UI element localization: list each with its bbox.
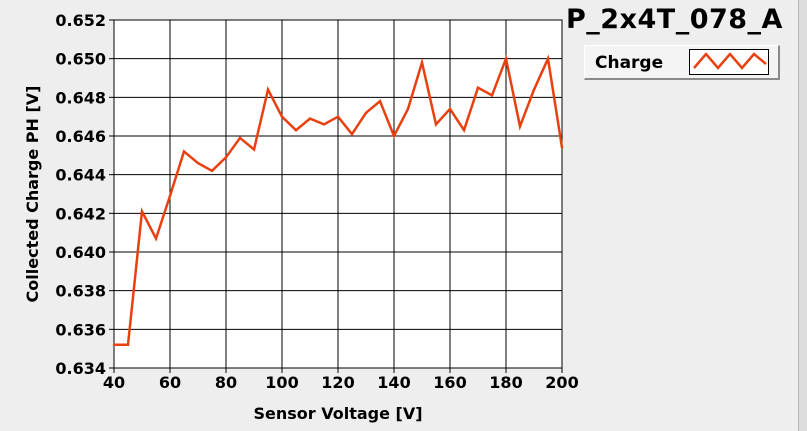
y-axis-label: Collected Charge PH [V] (23, 86, 42, 303)
x-axis-label: Sensor Voltage [V] (253, 404, 422, 423)
data-point (504, 57, 508, 60)
data-point (210, 169, 214, 172)
y-tick-label: 0.636 (55, 320, 106, 339)
data-point (322, 123, 326, 126)
data-point (560, 146, 564, 149)
y-tick-label: 0.638 (55, 282, 106, 301)
data-point (168, 194, 172, 198)
data-point (182, 150, 186, 153)
data-point (196, 161, 200, 165)
data-point (294, 129, 298, 132)
y-tick-label: 0.650 (55, 50, 106, 69)
data-point (378, 100, 382, 103)
data-point (392, 134, 396, 138)
y-axis-ticks: 0.634 0.636 0.638 0.640 0.642 0.644 0.646 0.648… (55, 11, 114, 378)
data-point (406, 107, 410, 111)
x-tick-label: 200 (545, 373, 578, 392)
y-tick-label: 0.640 (55, 243, 106, 262)
data-point (238, 136, 242, 140)
legend: Charge (584, 45, 780, 80)
x-tick-label: 80 (215, 373, 237, 392)
y-tick-label: 0.642 (55, 204, 106, 223)
data-point (420, 61, 424, 64)
data-point (518, 125, 522, 128)
legend-zigzag-line (693, 52, 767, 70)
x-tick-label: 100 (265, 373, 298, 392)
data-point (532, 88, 536, 91)
data-point (434, 123, 438, 126)
legend-swatch (689, 49, 769, 75)
data-point (266, 88, 270, 91)
data-point (462, 129, 466, 132)
y-tick-label: 0.644 (55, 166, 106, 185)
data-point (112, 343, 116, 346)
x-tick-label: 180 (489, 373, 522, 392)
legend-entry-label: Charge (595, 53, 664, 73)
y-tick-label: 0.652 (55, 11, 106, 30)
data-point (308, 117, 312, 120)
x-tick-label: 120 (321, 373, 354, 392)
x-tick-label: 40 (103, 373, 125, 392)
data-point (336, 115, 340, 118)
data-point (224, 156, 228, 159)
data-point (350, 132, 354, 136)
series-layer (112, 54, 564, 347)
data-point (476, 86, 480, 89)
y-tick-label: 0.648 (55, 88, 106, 107)
chart-title: P_2x4T_078_A (566, 4, 783, 35)
data-point (154, 237, 158, 240)
data-point (126, 343, 130, 346)
data-point (490, 94, 494, 97)
x-tick-label: 140 (377, 373, 410, 392)
data-point (448, 107, 452, 111)
y-tick-label: 0.646 (55, 127, 106, 146)
legend-line-sample (693, 52, 767, 70)
data-point (546, 57, 550, 60)
data-point (252, 148, 256, 151)
x-tick-label: 60 (159, 373, 181, 392)
window-edge (798, 0, 807, 431)
data-point (280, 115, 284, 118)
grid-lines-vertical (113, 20, 563, 368)
data-point (140, 210, 144, 213)
x-tick-label: 160 (433, 373, 466, 392)
data-point (364, 111, 368, 115)
x-axis-ticks: 40 60 80 100 120 140 160 180 200 (103, 368, 579, 392)
y-tick-label: 0.634 (55, 359, 106, 378)
